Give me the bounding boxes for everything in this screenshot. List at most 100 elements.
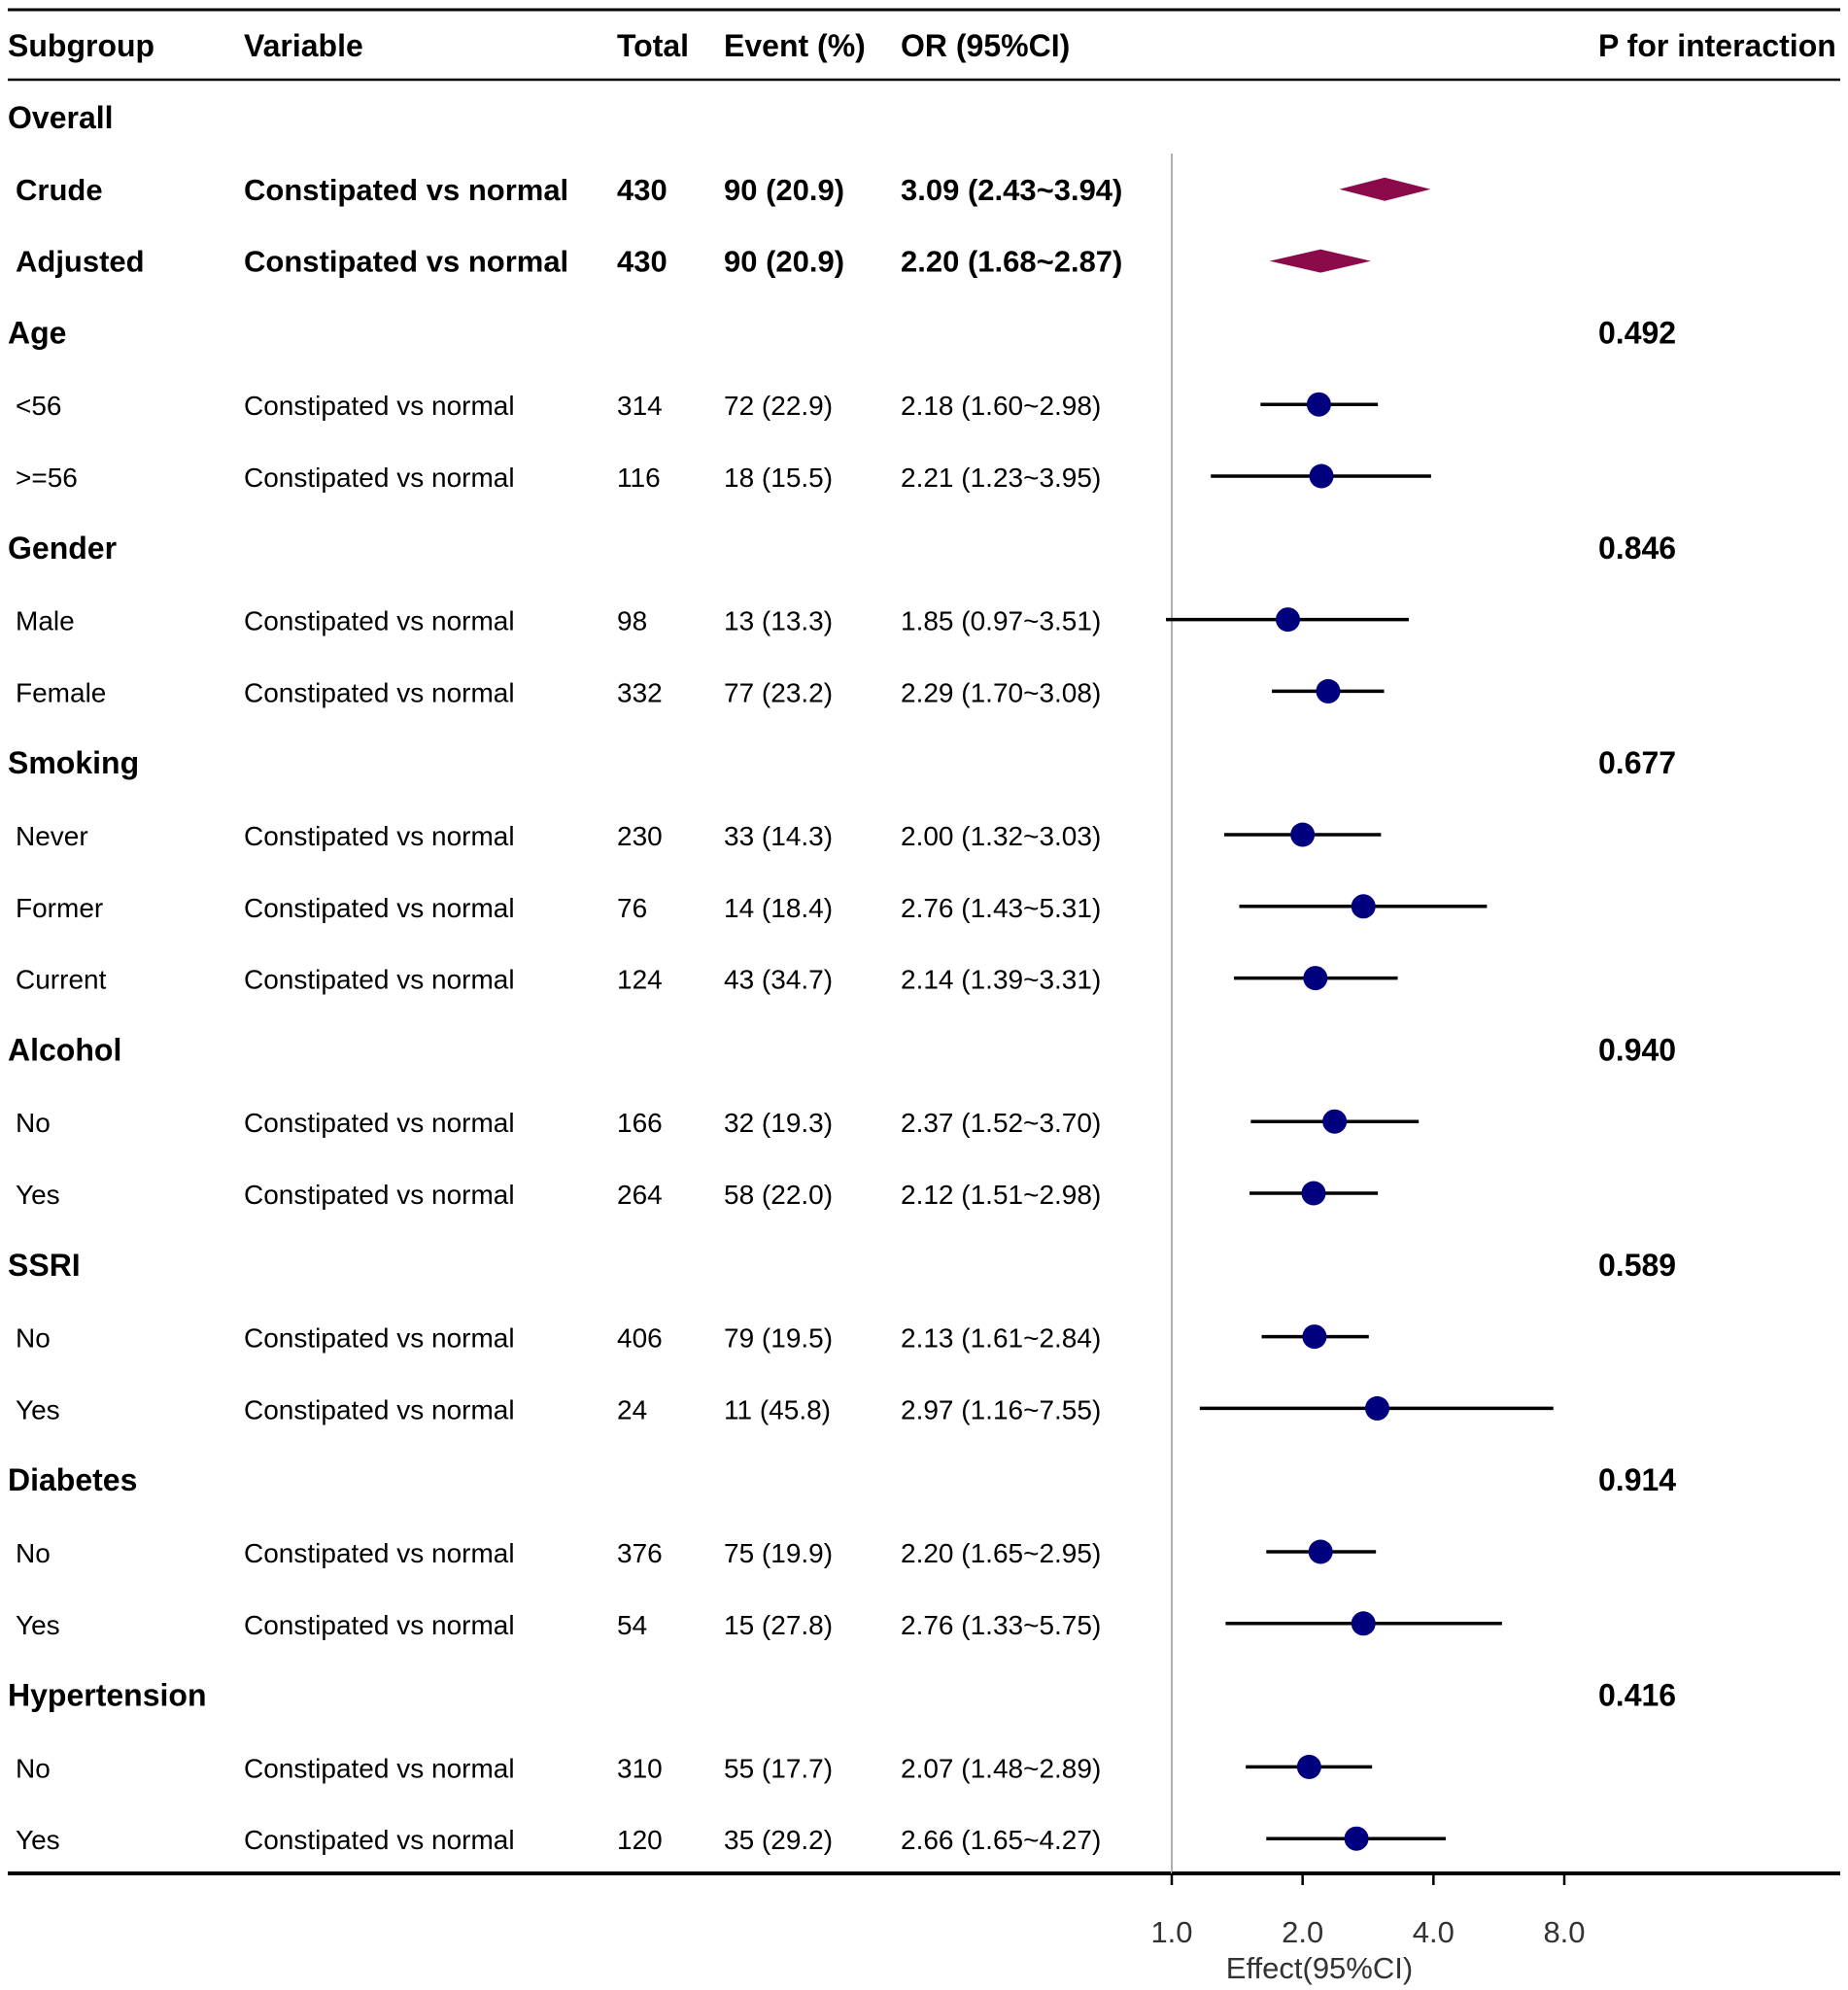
event-cell: 35 (29.2) — [724, 1825, 833, 1855]
total-cell: 76 — [617, 893, 647, 923]
point-estimate — [1351, 1611, 1376, 1636]
group-row: Age 0.492 — [8, 315, 1676, 350]
event-cell: 11 (45.8) — [724, 1394, 831, 1424]
table-row: No Constipated vs normal 406 79 (19.5) 2.13 … — [16, 1323, 1101, 1354]
table-row: Never Constipated vs normal 230 33 (14.3) 2.… — [16, 821, 1101, 851]
group-label: SSRI — [8, 1248, 81, 1283]
or-ci-cell: 2.20 (1.65~2.95) — [901, 1538, 1101, 1568]
variable-cell: Constipated vs normal — [244, 1538, 515, 1568]
or-ci-cell: 1.85 (0.97~3.51) — [901, 606, 1101, 636]
header-variable: Variable — [244, 28, 363, 63]
variable-cell: Constipated vs normal — [244, 173, 568, 207]
subgroup-label: Never — [16, 821, 88, 851]
event-cell: 18 (15.5) — [724, 463, 833, 493]
p-interaction-value: 0.492 — [1598, 315, 1676, 350]
overall-diamond — [1269, 249, 1371, 273]
table-row: Male Constipated vs normal 98 13 (13.3) 1.85… — [16, 606, 1101, 636]
event-cell: 13 (13.3) — [724, 606, 833, 636]
variable-cell: Constipated vs normal — [244, 1610, 515, 1640]
point-estimate — [1303, 966, 1328, 991]
event-cell: 58 (22.0) — [724, 1180, 833, 1210]
subgroup-label: Current — [16, 965, 107, 995]
total-cell: 430 — [617, 245, 667, 279]
table-rows: Overall Crude Constipated vs normal 430 90 (… — [8, 8, 1840, 1875]
subgroup-label: No — [16, 1538, 51, 1568]
or-ci-cell: 3.09 (2.43~3.94) — [901, 173, 1122, 207]
group-label: Alcohol — [8, 1032, 121, 1067]
or-ci-cell: 2.37 (1.52~3.70) — [901, 1108, 1101, 1138]
event-cell: 43 (34.7) — [724, 965, 833, 995]
table-row: Adjusted Constipated vs normal 430 90 (20.9… — [16, 245, 1122, 279]
or-ci-cell: 2.14 (1.39~3.31) — [901, 965, 1101, 995]
point-estimate — [1364, 1395, 1389, 1421]
subgroup-label: Yes — [16, 1610, 60, 1640]
event-cell: 72 (22.9) — [724, 391, 833, 421]
total-cell: 430 — [617, 173, 667, 207]
point-estimate — [1302, 1324, 1327, 1350]
table-row: Female Constipated vs normal 332 77 (23.2) 2… — [16, 677, 1101, 707]
total-cell: 406 — [617, 1323, 663, 1354]
table-row: Yes Constipated vs normal 264 58 (22.0) 2.12… — [16, 1180, 1101, 1210]
point-estimate — [1316, 678, 1341, 703]
or-ci-cell: 2.20 (1.68~2.87) — [901, 245, 1122, 279]
group-label: Age — [8, 315, 66, 350]
or-ci-cell: 2.21 (1.23~3.95) — [901, 463, 1101, 493]
point-estimate — [1308, 1539, 1333, 1564]
subgroup-label: >=56 — [16, 463, 78, 493]
table-row: Yes Constipated vs normal 120 35 (29.2) 2.66… — [16, 1825, 1101, 1855]
group-row: Alcohol 0.940 — [8, 1032, 1676, 1067]
event-cell: 55 (17.7) — [724, 1753, 833, 1783]
group-row: Hypertension 0.416 — [8, 1678, 1676, 1713]
variable-cell: Constipated vs normal — [244, 677, 515, 707]
or-ci-cell: 2.66 (1.65~4.27) — [901, 1825, 1101, 1855]
event-cell: 32 (19.3) — [724, 1108, 833, 1138]
group-label: Diabetes — [8, 1462, 137, 1497]
event-cell: 14 (18.4) — [724, 893, 833, 923]
or-ci-cell: 2.12 (1.51~2.98) — [901, 1180, 1101, 1210]
p-interaction-value: 0.846 — [1598, 531, 1676, 566]
table-row: Current Constipated vs normal 124 43 (34.7)… — [16, 965, 1101, 995]
group-row: SSRI 0.589 — [8, 1248, 1676, 1283]
p-interaction-value: 0.677 — [1598, 745, 1676, 780]
or-ci-cell: 2.18 (1.60~2.98) — [901, 391, 1101, 421]
point-estimate — [1290, 822, 1316, 847]
table-row: No Constipated vs normal 376 75 (19.9) 2.20 … — [16, 1538, 1101, 1568]
subgroup-label: No — [16, 1753, 51, 1783]
subgroup-label: Crude — [16, 173, 103, 207]
or-ci-cell: 2.07 (1.48~2.89) — [901, 1753, 1101, 1783]
x-tick-label: 2.0 — [1282, 1915, 1323, 1949]
x-tick-label: 8.0 — [1543, 1915, 1585, 1949]
x-axis-label: Effect(95%CI) — [1226, 1951, 1413, 1985]
x-axis: 1.0 2.0 4.0 8.0 Effect(95%CI) — [1150, 1871, 1586, 1985]
total-cell: 116 — [617, 463, 661, 493]
point-estimate — [1306, 392, 1331, 417]
subgroup-label: Male — [16, 606, 75, 636]
variable-cell: Constipated vs normal — [244, 1323, 515, 1354]
header-or: OR (95%CI) — [901, 28, 1070, 63]
table-row: Yes Constipated vs normal 54 15 (27.8) 2.76 … — [16, 1610, 1101, 1640]
variable-cell: Constipated vs normal — [244, 1753, 515, 1783]
variable-cell: Constipated vs normal — [244, 1180, 515, 1210]
or-ci-cell: 2.13 (1.61~2.84) — [901, 1323, 1101, 1354]
subgroup-label: <56 — [16, 391, 62, 421]
total-cell: 314 — [617, 391, 663, 421]
group-row: Gender 0.846 — [8, 531, 1676, 566]
group-label: Gender — [8, 531, 117, 566]
point-estimate — [1351, 894, 1376, 919]
variable-cell: Constipated vs normal — [244, 391, 515, 421]
total-cell: 24 — [617, 1394, 647, 1424]
p-interaction-value: 0.940 — [1598, 1032, 1676, 1067]
variable-cell: Constipated vs normal — [244, 1394, 515, 1424]
total-cell: 376 — [617, 1538, 663, 1568]
total-cell: 120 — [617, 1825, 663, 1855]
or-ci-cell: 2.00 (1.32~3.03) — [901, 821, 1101, 851]
table-row: Former Constipated vs normal 76 14 (18.4) 2.… — [16, 893, 1101, 923]
group-label: Smoking — [8, 745, 139, 780]
total-cell: 230 — [617, 821, 663, 851]
event-cell: 90 (20.9) — [724, 173, 844, 207]
or-ci-cell: 2.76 (1.33~5.75) — [901, 1610, 1101, 1640]
event-cell: 75 (19.9) — [724, 1538, 833, 1568]
x-tick-label: 4.0 — [1413, 1915, 1454, 1949]
total-cell: 310 — [617, 1753, 663, 1783]
total-cell: 264 — [617, 1180, 663, 1210]
